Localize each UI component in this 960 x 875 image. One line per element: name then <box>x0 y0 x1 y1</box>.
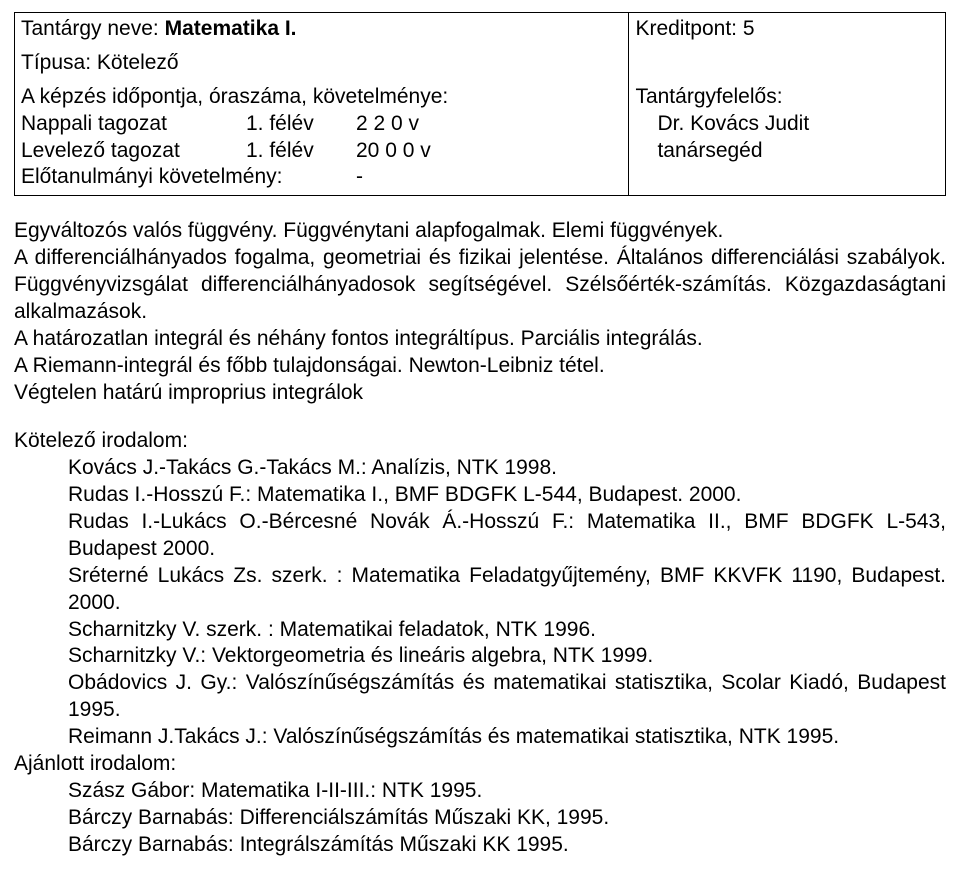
course-header-table: Tantárgy neve: Matematika I. Kreditpont:… <box>14 12 946 196</box>
schedule-title: A képzés időpontja, óraszáma, követelmén… <box>21 84 622 111</box>
mandatory-lit-list: Kovács J.-Takács G.-Takács M.: Analízis,… <box>14 455 946 751</box>
lit-item: Scharnitzky V.: Vektorgeometria és lineá… <box>68 643 946 670</box>
lit-item: Sréterné Lukács Zs. szerk. : Matematika … <box>68 563 946 617</box>
lit-item: Szász Gábor: Matematika I-II-III.: NTK 1… <box>68 778 946 805</box>
kredit-value: 5 <box>743 17 755 40</box>
recommended-lit-title: Ajánlott irodalom: <box>14 751 946 778</box>
course-description: Egyváltozós valós függvény. Függvénytani… <box>14 218 946 406</box>
lit-item: Bárczy Barnabás: Differenciálszámítás Mű… <box>68 805 946 832</box>
lit-item: Rudas I.-Hosszú F.: Matematika I., BMF B… <box>68 482 946 509</box>
kredit-label: Kreditpont: <box>635 17 737 40</box>
responsible-role: tanársegéd <box>635 138 939 165</box>
responsible-title: Tantárgyfelelős: <box>635 84 939 111</box>
responsible-cell: Tantárgyfelelős: Dr. Kovács Judit tanárs… <box>629 81 946 196</box>
schedule-row-1: Nappali tagozat 1. félév 2 2 0 v <box>21 111 622 138</box>
lit-item: Scharnitzky V. szerk. : Matematikai fela… <box>68 617 946 644</box>
subject-label: Tantárgy neve: <box>21 17 159 40</box>
schedule-row1-hours: 2 2 0 v <box>356 111 622 138</box>
lit-item: Kovács J.-Takács G.-Takács M.: Analízis,… <box>68 455 946 482</box>
type-label: Típusa: <box>21 51 91 74</box>
schedule-row1-sem: 1. félév <box>246 111 356 138</box>
desc-line-2: A differenciálhányados fogalma, geometri… <box>14 245 946 326</box>
recommended-lit-list: Szász Gábor: Matematika I-II-III.: NTK 1… <box>14 778 946 859</box>
literature-block: Kötelező irodalom: Kovács J.-Takács G.-T… <box>14 428 946 858</box>
schedule-row2-hours: 20 0 0 v <box>356 138 622 165</box>
subject-name-cell: Tantárgy neve: Matematika I. <box>15 13 629 47</box>
prereq-label: Előtanulmányi követelmény: <box>21 164 356 191</box>
type-value: Kötelező <box>97 51 179 74</box>
desc-line-3: A határozatlan integrál és néhány fontos… <box>14 326 946 353</box>
schedule-row-2: Levelező tagozat 1. félév 20 0 0 v <box>21 138 622 165</box>
schedule-cell: A képzés időpontja, óraszáma, követelmén… <box>15 81 629 196</box>
mandatory-lit-title: Kötelező irodalom: <box>14 428 946 455</box>
responsible-name: Dr. Kovács Judit <box>635 111 939 138</box>
prereq-value: - <box>356 164 622 191</box>
desc-line-5: Végtelen határú improprius integrálok <box>14 380 946 407</box>
kredit-cell: Kreditpont: 5 <box>629 13 946 81</box>
desc-line-4: A Riemann-integrál és főbb tulajdonságai… <box>14 353 946 380</box>
schedule-row2-label: Levelező tagozat <box>21 138 246 165</box>
lit-item: Rudas I.-Lukács O.-Bércesné Novák Á.-Hos… <box>68 509 946 563</box>
subject-name: Matematika I. <box>165 17 297 40</box>
lit-item: Reimann J.Takács J.: Valószínűségszámítá… <box>68 724 946 751</box>
type-cell: Típusa: Kötelező <box>15 47 629 81</box>
lit-item: Bárczy Barnabás: Integrálszámítás Műszak… <box>68 832 946 859</box>
prereq-row: Előtanulmányi követelmény: - <box>21 164 622 191</box>
schedule-row1-label: Nappali tagozat <box>21 111 246 138</box>
desc-line-1: Egyváltozós valós függvény. Függvénytani… <box>14 218 946 245</box>
lit-item: Obádovics J. Gy.: Valószínűségszámítás é… <box>68 670 946 724</box>
schedule-row2-sem: 1. félév <box>246 138 356 165</box>
